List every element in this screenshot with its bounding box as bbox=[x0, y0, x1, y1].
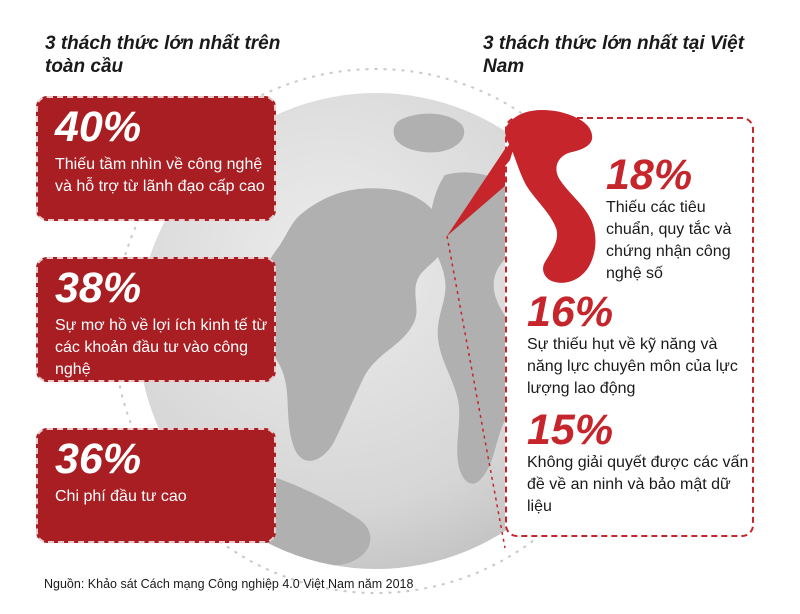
challenge-text: Thiếu các tiêu chuẩn, quy tắc và chứng n… bbox=[606, 199, 732, 282]
vietnam-challenge-1: 18% Thiếu các tiêu chuẩn, quy tắc và chứ… bbox=[606, 153, 756, 285]
connector-wedge-overlay bbox=[447, 130, 519, 236]
vietnam-map-shape bbox=[505, 110, 596, 283]
challenge-percent: 36% bbox=[55, 435, 142, 483]
challenge-percent: 15% bbox=[527, 406, 614, 454]
challenge-percent: 40% bbox=[55, 103, 142, 151]
global-challenge-card-2: 38% Sự mơ hồ về lợi ích kinh tế từ các k… bbox=[36, 257, 276, 382]
challenge-percent: 38% bbox=[55, 264, 142, 312]
global-challenge-card-1: 40% Thiếu tầm nhìn về công nghệ và hỗ tr… bbox=[36, 96, 276, 221]
vietnam-heading: 3 thách thức lớn nhất tại Việt Nam bbox=[483, 33, 745, 77]
challenge-text: Sự thiếu hụt về kỹ năng và năng lực chuy… bbox=[527, 336, 738, 397]
challenge-text: Chi phí đầu tư cao bbox=[55, 488, 187, 505]
challenge-text: Thiếu tầm nhìn về công nghệ và hỗ trợ từ… bbox=[55, 156, 265, 195]
source-note: Nguồn: Khảo sát Cách mạng Công nghiệp 4.… bbox=[44, 577, 414, 591]
global-heading: 3 thách thức lớn nhất trên toàn cầu bbox=[45, 33, 281, 77]
challenge-text: Không giải quyết được các vấn đề về an n… bbox=[527, 454, 749, 515]
challenge-text: Sự mơ hồ về lợi ích kinh tế từ các khoản… bbox=[55, 317, 268, 378]
vietnam-challenge-3: 15% Không giải quyết được các vấn đề về … bbox=[527, 408, 752, 518]
challenge-percent: 16% bbox=[527, 288, 614, 336]
global-challenge-card-3: 36% Chi phí đầu tư cao bbox=[36, 428, 276, 543]
challenge-percent: 18% bbox=[606, 151, 693, 199]
vietnam-challenge-2: 16% Sự thiếu hụt về kỹ năng và năng lực … bbox=[527, 290, 752, 400]
